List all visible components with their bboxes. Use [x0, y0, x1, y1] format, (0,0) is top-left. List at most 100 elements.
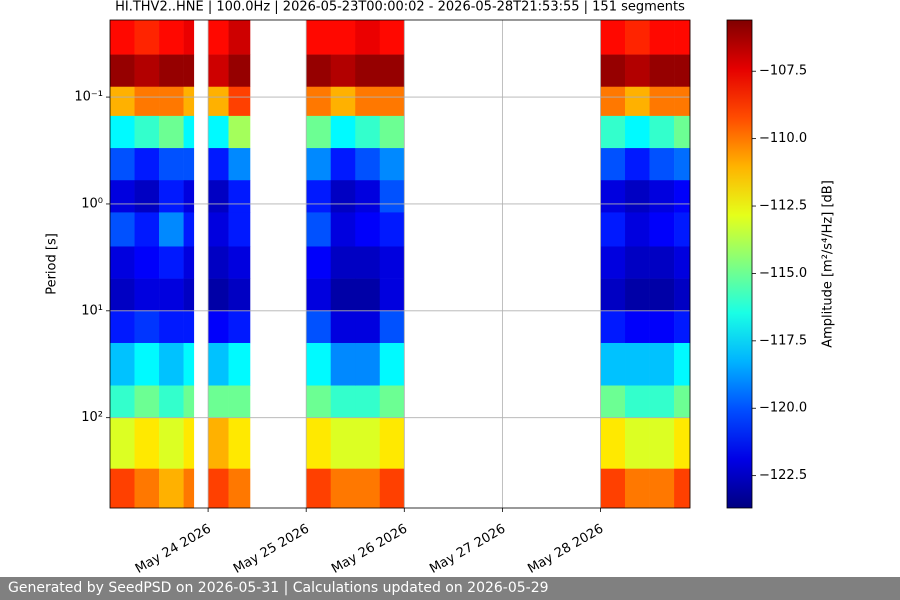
heat-cell	[208, 115, 229, 149]
heat-cell	[625, 342, 650, 386]
x-tick-label: May 24 2026	[133, 522, 214, 577]
heat-cell	[306, 115, 332, 149]
heat-cell	[208, 385, 229, 418]
heat-cell	[379, 115, 405, 149]
heat-cell	[649, 54, 675, 88]
heat-cell	[355, 20, 381, 55]
heat-cell	[674, 148, 691, 181]
heat-cell	[306, 468, 332, 509]
heat-cell	[330, 148, 356, 181]
heat-cell	[134, 278, 160, 312]
heat-cell	[306, 310, 332, 344]
heat-cell	[306, 246, 332, 279]
x-tick-label: May 25 2026	[231, 522, 312, 577]
heat-cell	[306, 148, 332, 181]
heat-cell	[649, 148, 675, 181]
heat-cell	[674, 115, 691, 149]
heat-cell	[183, 20, 195, 55]
heat-cell	[110, 385, 135, 418]
colorbar-tick-label: −112.5	[759, 199, 807, 214]
heat-cell	[379, 148, 405, 181]
heat-cell	[355, 180, 381, 213]
colorbar-label: Amplitude [m²/s⁴/Hz] [dB]	[821, 180, 836, 348]
heat-cell	[110, 468, 135, 509]
heat-cell	[228, 212, 251, 247]
heat-cell	[600, 115, 626, 149]
heat-cell	[625, 417, 650, 469]
heat-cell	[625, 278, 650, 312]
colorbar	[726, 19, 753, 509]
heat-cell	[134, 246, 160, 279]
heat-cell	[355, 148, 381, 181]
heat-cell	[625, 385, 650, 418]
heat-cell	[208, 180, 229, 213]
heat-cell	[183, 385, 195, 418]
heat-cell	[600, 86, 626, 117]
heat-cell	[649, 385, 675, 418]
heat-cell	[379, 385, 405, 418]
heat-cell	[355, 246, 381, 279]
heat-cell	[379, 342, 405, 386]
colorbar-tick-label: −117.5	[759, 333, 807, 348]
heat-cell	[183, 115, 195, 149]
colorbar-tick-label: −122.5	[759, 468, 807, 483]
heat-cell	[674, 212, 691, 247]
heat-cell	[379, 54, 405, 88]
heat-cell	[110, 342, 135, 386]
heat-cell	[208, 342, 229, 386]
heat-cell	[674, 385, 691, 418]
heat-cell	[110, 86, 135, 117]
heat-cell	[208, 20, 229, 55]
heat-cell	[379, 180, 405, 213]
heat-cell	[330, 310, 356, 344]
heat-cell	[159, 115, 184, 149]
heat-cell	[110, 180, 135, 213]
heat-cell	[625, 115, 650, 149]
heat-cell	[355, 115, 381, 149]
heat-cell	[649, 246, 675, 279]
heat-cell	[183, 278, 195, 312]
heat-cell	[674, 246, 691, 279]
heat-cell	[110, 115, 135, 149]
heat-cell	[330, 417, 356, 469]
heat-cell	[330, 180, 356, 213]
footer: Generated by SeedPSD on 2026-05-31 | Cal…	[0, 577, 900, 600]
heat-cell	[355, 86, 381, 117]
heat-cell	[306, 212, 332, 247]
heat-cell	[649, 86, 675, 117]
heat-cell	[110, 212, 135, 247]
heat-cell	[208, 417, 229, 469]
heat-cell	[600, 417, 626, 469]
heat-cell	[134, 417, 160, 469]
heat-cell	[110, 417, 135, 469]
heat-cell	[649, 468, 675, 509]
heat-cell	[674, 278, 691, 312]
heat-cell	[208, 468, 229, 509]
heat-cell	[306, 342, 332, 386]
heat-cell	[110, 148, 135, 181]
heat-cell	[159, 54, 184, 88]
heat-cell	[674, 86, 691, 117]
heat-cell	[330, 54, 356, 88]
heat-cell	[649, 180, 675, 213]
heat-cell	[134, 86, 160, 117]
heat-cell	[159, 278, 184, 312]
heat-cell	[600, 278, 626, 312]
heat-cell	[355, 54, 381, 88]
heat-cell	[208, 148, 229, 181]
heat-cell	[183, 342, 195, 386]
heat-cell	[379, 86, 405, 117]
heat-cell	[600, 468, 626, 509]
colorbar-tick-label: −107.5	[759, 64, 807, 79]
x-tick-label: May 27 2026	[427, 522, 508, 577]
heat-cell	[355, 212, 381, 247]
heat-cell	[208, 86, 229, 117]
heat-cell	[625, 246, 650, 279]
x-tick-label: May 28 2026	[525, 522, 606, 577]
heat-cell	[625, 148, 650, 181]
heat-cell	[379, 246, 405, 279]
heat-cell	[330, 86, 356, 117]
heat-cell	[330, 278, 356, 312]
heat-cell	[159, 212, 184, 247]
heat-cell	[674, 54, 691, 88]
